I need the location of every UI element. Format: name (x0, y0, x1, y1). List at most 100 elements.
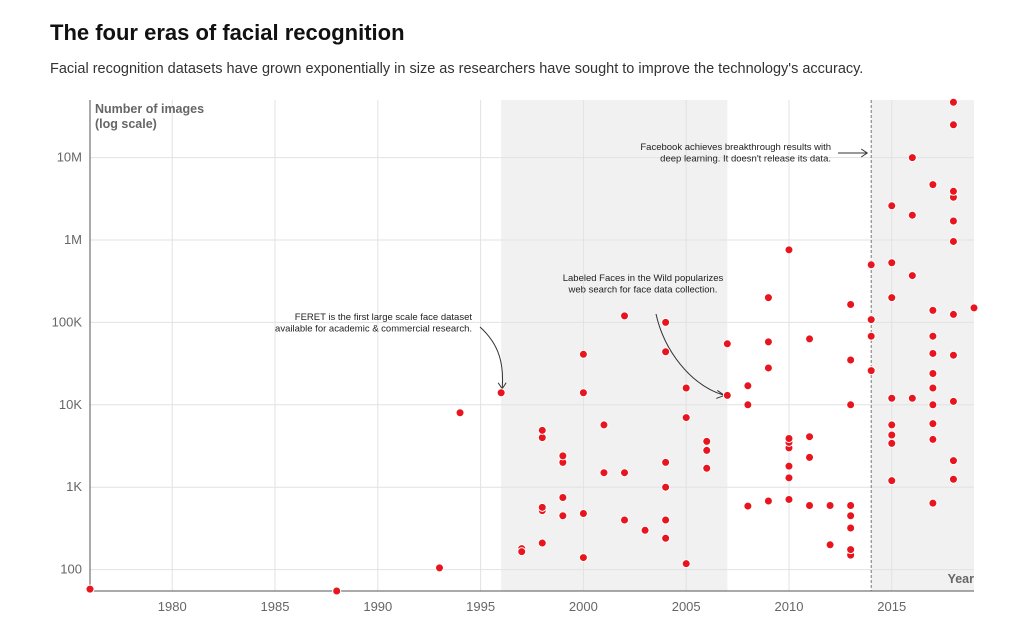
data-point (866, 366, 876, 376)
data-point (907, 153, 917, 163)
data-point (599, 420, 609, 430)
y-tick-label: 1M (64, 232, 82, 247)
data-point (743, 501, 753, 511)
y-tick-label: 1K (66, 479, 82, 494)
data-point (537, 425, 547, 435)
data-point (805, 452, 815, 462)
data-point (846, 523, 856, 533)
data-point (537, 502, 547, 512)
data-point (887, 476, 897, 486)
data-point (825, 500, 835, 510)
x-tick-label: 1990 (363, 599, 392, 614)
data-point (537, 538, 547, 548)
data-point (907, 271, 917, 281)
data-point (948, 309, 958, 319)
data-point (846, 400, 856, 410)
data-point (722, 390, 732, 400)
data-point (702, 445, 712, 455)
data-point (805, 500, 815, 510)
data-point (846, 500, 856, 510)
data-point (805, 432, 815, 442)
y-tick-label: 10K (59, 397, 82, 412)
data-point (948, 474, 958, 484)
data-point (928, 180, 938, 190)
x-tick-label: 2010 (775, 599, 804, 614)
data-point (681, 413, 691, 423)
data-point (907, 210, 917, 220)
data-point (85, 584, 95, 594)
era-band-1 (501, 100, 728, 591)
data-point (763, 496, 773, 506)
data-point (948, 456, 958, 466)
y-tick-label: 100 (60, 562, 82, 577)
data-point (640, 525, 650, 535)
x-tick-label: 1995 (466, 599, 495, 614)
annotation-facebook-text: deep learning. It doesn't release its da… (660, 154, 831, 165)
data-point (434, 563, 444, 573)
data-point (455, 408, 465, 418)
data-point (887, 438, 897, 448)
data-point (846, 545, 856, 555)
data-point (763, 293, 773, 303)
data-point (620, 468, 630, 478)
data-point (578, 388, 588, 398)
data-point (681, 383, 691, 393)
annotation-lfw-text: Labeled Faces in the Wild popularizes (563, 273, 724, 284)
data-point (743, 400, 753, 410)
data-point (578, 553, 588, 563)
data-point (928, 400, 938, 410)
data-point (948, 97, 958, 107)
data-point (948, 396, 958, 406)
y-axis-title: (log scale) (95, 117, 157, 131)
x-tick-label: 1980 (158, 599, 187, 614)
data-point (743, 381, 753, 391)
data-point (558, 492, 568, 502)
data-point (763, 363, 773, 373)
data-point (846, 299, 856, 309)
annotation-feret-text: available for academic & commercial rese… (275, 324, 472, 335)
data-point (928, 434, 938, 444)
data-point (722, 339, 732, 349)
data-point (928, 305, 938, 315)
data-point (907, 393, 917, 403)
chart-subtitle: Facial recognition datasets have grown e… (50, 61, 864, 77)
y-tick-label: 10M (57, 150, 82, 165)
data-point (702, 463, 712, 473)
data-point (928, 368, 938, 378)
data-point (578, 508, 588, 518)
annotation-facebook-arrowhead (860, 148, 869, 158)
data-point (887, 258, 897, 268)
data-point (887, 430, 897, 440)
data-point (681, 559, 691, 569)
data-point (866, 331, 876, 341)
annotation-lfw-arrow (655, 313, 725, 396)
data-point (948, 120, 958, 130)
data-point (948, 216, 958, 226)
x-axis-title: Year (948, 572, 975, 586)
x-tick-label: 1985 (261, 599, 290, 614)
data-point (948, 236, 958, 246)
data-point (969, 303, 979, 313)
data-point (661, 347, 671, 357)
data-point (887, 420, 897, 430)
y-axis-title: Number of images (95, 102, 204, 116)
data-point (661, 482, 671, 492)
data-point (558, 511, 568, 521)
annotation-feret-arrow (479, 326, 504, 389)
data-point (866, 260, 876, 270)
data-point (620, 515, 630, 525)
data-point (702, 436, 712, 446)
data-point (784, 461, 794, 471)
data-point (784, 473, 794, 483)
data-point (599, 468, 609, 478)
data-point (332, 586, 342, 596)
data-point (620, 311, 630, 321)
data-point (496, 388, 506, 398)
data-point (887, 201, 897, 211)
data-point (948, 350, 958, 360)
data-point (763, 337, 773, 347)
data-point (661, 533, 671, 543)
data-point (784, 494, 794, 504)
